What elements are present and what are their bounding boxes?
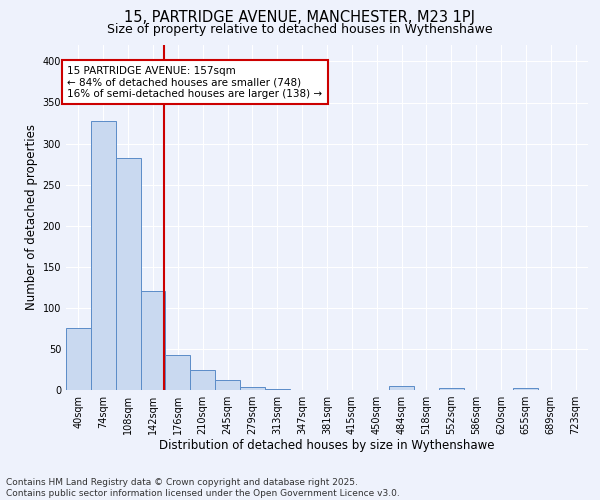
- Bar: [514, 388, 538, 390]
- Bar: [389, 386, 414, 390]
- X-axis label: Distribution of detached houses by size in Wythenshawe: Distribution of detached houses by size …: [159, 438, 495, 452]
- Bar: [240, 386, 265, 390]
- Bar: [166, 354, 190, 390]
- Bar: [140, 292, 166, 390]
- Text: Size of property relative to detached houses in Wythenshawe: Size of property relative to detached ho…: [107, 22, 493, 36]
- Bar: [265, 389, 290, 390]
- Bar: [215, 380, 240, 390]
- Bar: [91, 120, 116, 390]
- Bar: [116, 158, 140, 390]
- Bar: [439, 388, 464, 390]
- Y-axis label: Number of detached properties: Number of detached properties: [25, 124, 38, 310]
- Text: Contains HM Land Registry data © Crown copyright and database right 2025.
Contai: Contains HM Land Registry data © Crown c…: [6, 478, 400, 498]
- Bar: [190, 370, 215, 390]
- Text: 15 PARTRIDGE AVENUE: 157sqm
← 84% of detached houses are smaller (748)
16% of se: 15 PARTRIDGE AVENUE: 157sqm ← 84% of det…: [67, 66, 322, 98]
- Bar: [66, 328, 91, 390]
- Text: 15, PARTRIDGE AVENUE, MANCHESTER, M23 1PJ: 15, PARTRIDGE AVENUE, MANCHESTER, M23 1P…: [125, 10, 476, 25]
